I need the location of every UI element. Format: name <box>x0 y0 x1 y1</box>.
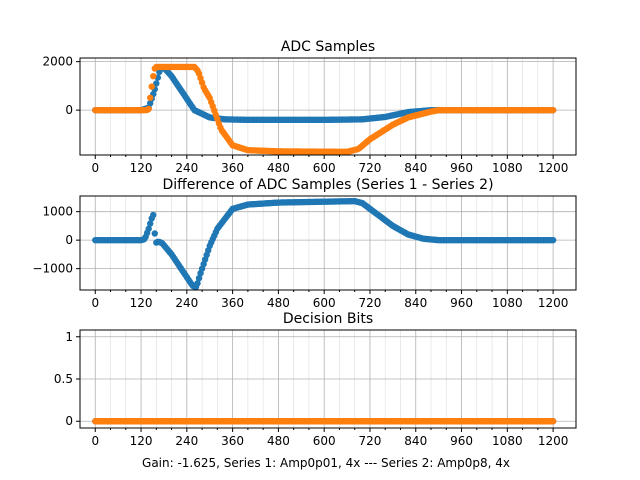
x-tick-label: 840 <box>404 296 427 310</box>
x-tick-label: 720 <box>359 161 382 175</box>
x-tick-label: 120 <box>130 434 153 448</box>
x-tick-label: 1080 <box>492 161 523 175</box>
x-tick-label: 120 <box>130 161 153 175</box>
y-tick-label: 0 <box>65 414 73 428</box>
x-tick-label: 1200 <box>538 434 569 448</box>
x-tick-label: 360 <box>221 161 244 175</box>
x-tick-label: 240 <box>175 161 198 175</box>
data-point <box>147 94 154 101</box>
data-point <box>147 220 154 227</box>
x-tick-label: 240 <box>175 434 198 448</box>
data-point <box>150 72 157 80</box>
panel-adc-samples: ADC Samples 0 120 240 360 480 600 720 840 960 1080… <box>42 39 577 175</box>
x-tick-label: 1200 <box>538 296 569 310</box>
x-tick-label: 1080 <box>492 434 523 448</box>
panel-difference: Difference of ADC Samples (Series 1 - Se… <box>32 177 577 310</box>
x-tick-label: 960 <box>450 161 473 175</box>
y-tick-label: 2000 <box>42 55 73 69</box>
data-point <box>145 225 152 232</box>
x-tick-label: 720 <box>359 296 382 310</box>
x-tick-label: 960 <box>450 296 473 310</box>
y-tick-label: −1000 <box>32 262 73 276</box>
panel-title: Difference of ADC Samples (Series 1 - Se… <box>162 177 493 193</box>
y-tick-label: 0 <box>65 103 73 117</box>
x-tick-label: 600 <box>313 296 336 310</box>
x-tick-label: 480 <box>267 296 290 310</box>
x-tick-label: 1200 <box>538 161 569 175</box>
figure-caption: Gain: -1.625, Series 1: Amp0p01, 4x --- … <box>142 456 510 470</box>
x-tick-label: 960 <box>450 434 473 448</box>
x-tick-label: 480 <box>267 161 290 175</box>
panel-title: Decision Bits <box>283 311 373 327</box>
axes-frame <box>79 57 577 156</box>
x-tick-label: 1080 <box>492 296 523 310</box>
x-tick-label: 720 <box>359 434 382 448</box>
data-point <box>150 211 157 219</box>
data-point <box>194 280 201 287</box>
data-point <box>549 106 557 114</box>
x-tick-label: 360 <box>221 296 244 310</box>
data-point <box>148 83 155 90</box>
x-tick-label: 360 <box>221 434 244 448</box>
axes-frame <box>79 329 577 429</box>
y-tick-label: 1 <box>65 330 73 344</box>
y-tick-label: 0 <box>65 233 73 247</box>
x-tick-label: 840 <box>404 161 427 175</box>
x-tick-label: 0 <box>91 434 99 448</box>
data-point <box>549 236 557 244</box>
series-1 <box>92 197 557 291</box>
x-tick-label: 0 <box>91 296 99 310</box>
data-point <box>195 274 203 282</box>
x-tick-label: 240 <box>175 296 198 310</box>
axes-frame <box>79 195 577 291</box>
data-point <box>549 418 557 425</box>
x-tick-label: 840 <box>404 434 427 448</box>
data-point <box>153 80 160 87</box>
series-2 <box>92 418 557 425</box>
x-tick-label: 600 <box>313 161 336 175</box>
panel-title: ADC Samples <box>281 39 375 55</box>
x-tick-label: 0 <box>91 161 99 175</box>
series-2 <box>92 63 557 156</box>
x-tick-label: 480 <box>267 434 290 448</box>
x-tick-label: 120 <box>130 296 153 310</box>
y-tick-label: 0.5 <box>54 372 73 386</box>
data-point <box>151 230 158 237</box>
data-point <box>145 105 152 113</box>
y-tick-label: 1000 <box>42 205 73 219</box>
x-tick-label: 600 <box>313 434 336 448</box>
